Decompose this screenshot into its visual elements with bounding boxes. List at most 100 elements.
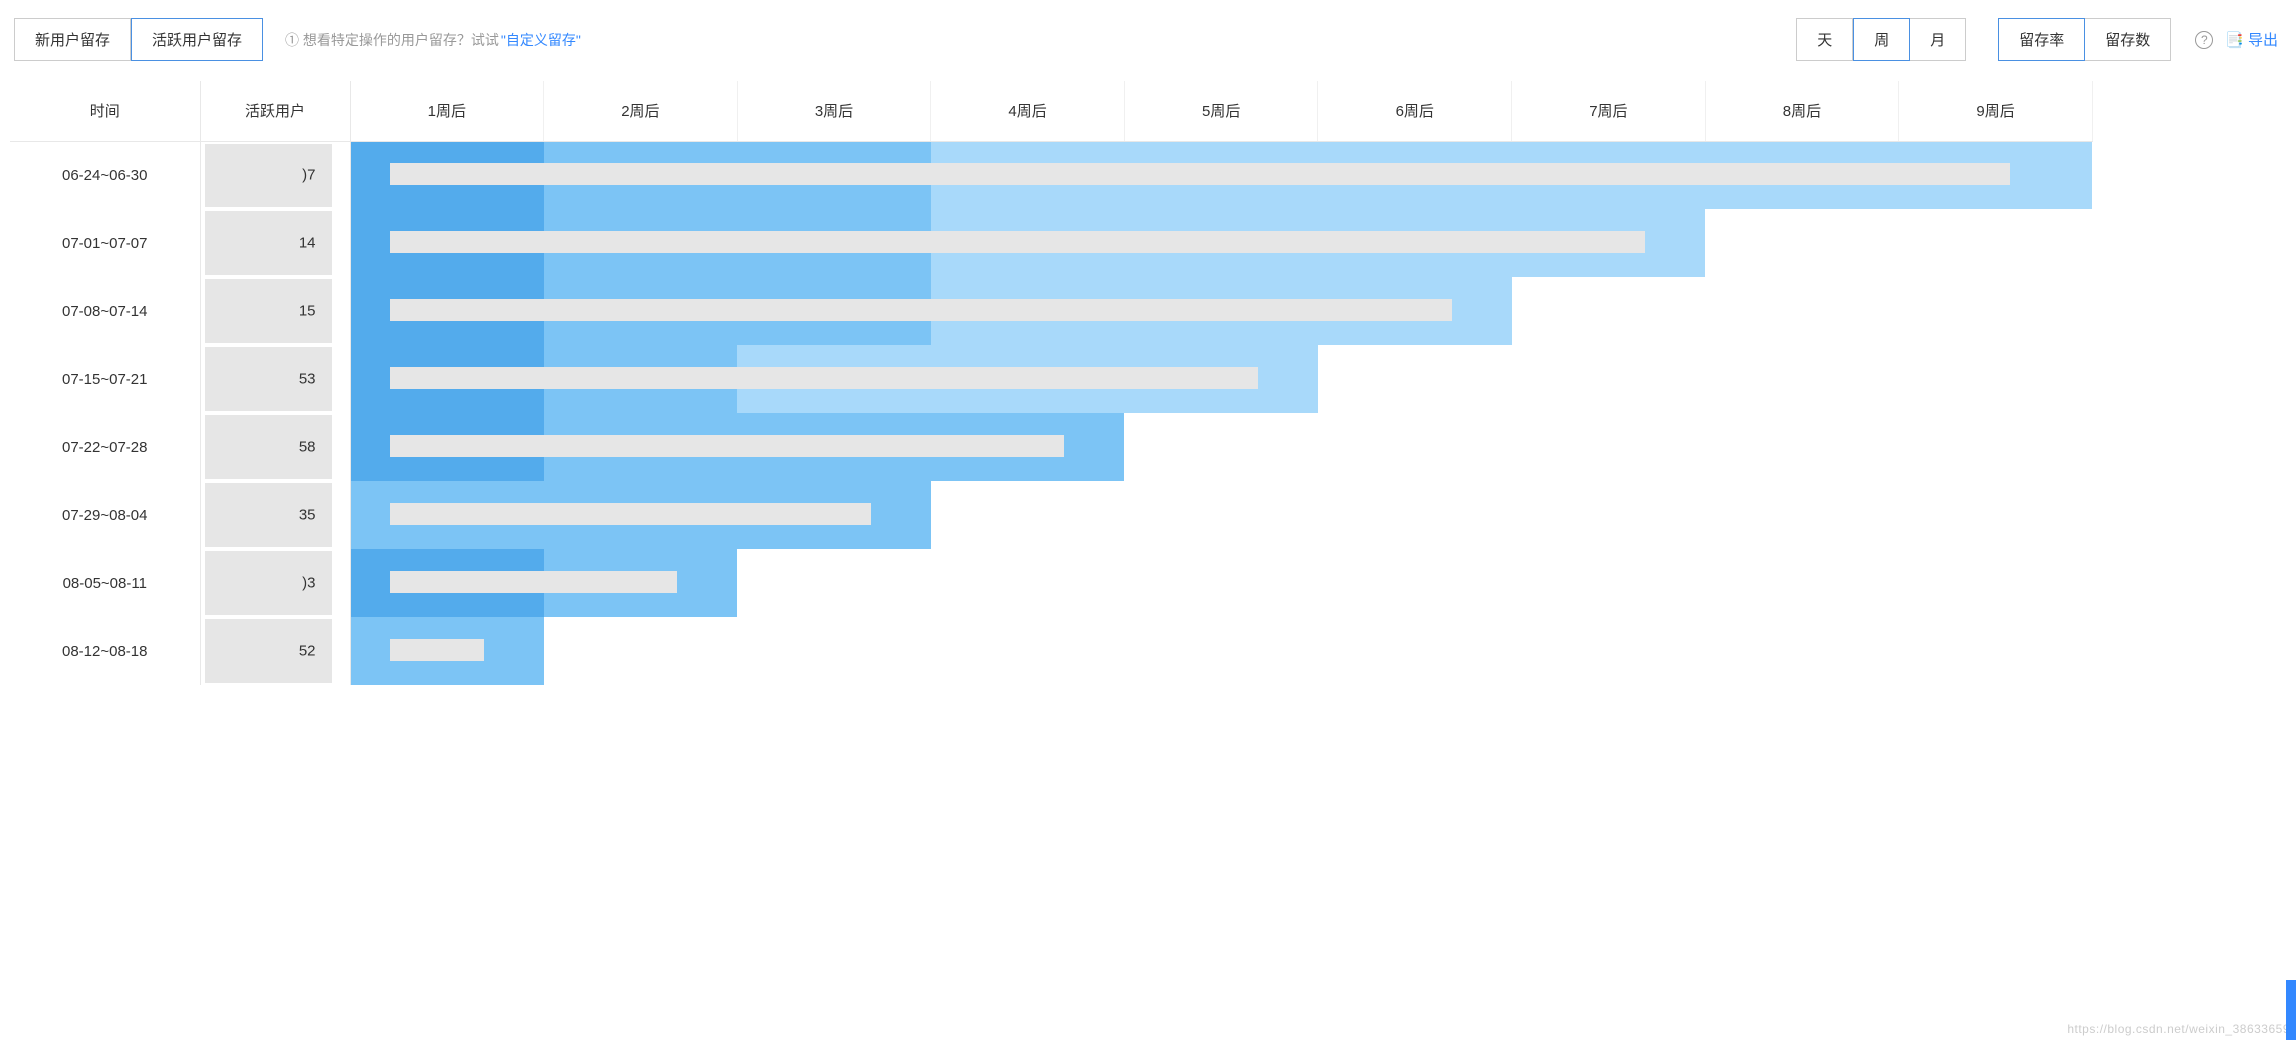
retention-cell <box>1899 209 2093 277</box>
time-cell: 07-15~07-21 <box>10 345 200 413</box>
active-users-cell: 52 <box>200 617 350 685</box>
retention-cell <box>1705 617 1899 685</box>
retention-type-tabs: 新用户留存活跃用户留存 <box>14 18 263 61</box>
retention-cell <box>1124 549 1318 617</box>
retention-cell <box>1899 413 2093 481</box>
table-row: 07-22~07-285865.05%59.07%55.78%51.11% <box>10 413 2286 481</box>
col-header-2: 1周后 <box>350 81 544 141</box>
col-header-3: 2周后 <box>544 81 738 141</box>
active-users-cell: )3 <box>200 549 350 617</box>
col-header-8: 7周后 <box>1512 81 1706 141</box>
time-cell: 08-05~08-11 <box>10 549 200 617</box>
time-cell: 07-08~07-14 <box>10 277 200 345</box>
table-row: 08-05~08-11)362.97%57.61% <box>10 549 2286 617</box>
table-row: 07-08~07-141561.07%54.00%50.17%47.65%44.… <box>10 277 2286 345</box>
retention-cell <box>1512 481 1706 549</box>
active-users-cell: 14 <box>200 209 350 277</box>
retention-cell <box>1705 481 1899 549</box>
help-icon[interactable]: ? <box>2195 31 2213 49</box>
export-label: 导出 <box>2248 29 2278 50</box>
export-button[interactable]: 📑 导出 <box>2221 29 2282 50</box>
users-value-partial: 15 <box>299 303 316 320</box>
granularity-tab-1[interactable]: 周 <box>1853 18 1910 61</box>
redacted-bar <box>390 163 2010 185</box>
retention-cell <box>1318 617 1512 685</box>
retention-cell <box>931 549 1125 617</box>
col-header-5: 4周后 <box>931 81 1125 141</box>
retention-cell <box>737 617 931 685</box>
table-row: 08-12~08-185259.24% <box>10 617 2286 685</box>
metric-tabs: 留存率留存数 <box>1998 18 2171 61</box>
retention-cell <box>1318 481 1512 549</box>
redacted-bar <box>390 231 1645 253</box>
table-row: 07-15~07-215360.28%52.70%49.74%45.87%46.… <box>10 345 2286 413</box>
redacted-bar <box>390 503 871 525</box>
retention-cell <box>1705 413 1899 481</box>
table-row: 07-01~07-071463.44%54.97%50.54%47.31%44.… <box>10 209 2286 277</box>
time-cell: 07-22~07-28 <box>10 413 200 481</box>
retention-cell <box>1124 481 1318 549</box>
time-cell: 06-24~06-30 <box>10 141 200 209</box>
retention-cell <box>1318 345 1512 413</box>
retention-cell <box>1899 481 2093 549</box>
retention-cell <box>1318 413 1512 481</box>
retention-cell <box>1705 277 1899 345</box>
active-users-cell: )7 <box>200 141 350 209</box>
redacted-bar <box>390 639 484 661</box>
retention-cell <box>737 549 931 617</box>
retention-cell <box>1899 617 2093 685</box>
retention-cell <box>1124 617 1318 685</box>
granularity-tab-0[interactable]: 天 <box>1796 18 1853 61</box>
metric-tab-0[interactable]: 留存率 <box>1998 18 2085 61</box>
retention-cell <box>1512 413 1706 481</box>
custom-retention-link[interactable]: "自定义留存" <box>501 30 581 50</box>
retention-cell <box>1899 277 2093 345</box>
retention-table: 时间活跃用户1周后2周后3周后4周后5周后6周后7周后8周后9周后 06-24~… <box>10 81 2286 685</box>
col-header-0: 时间 <box>10 81 200 141</box>
active-users-cell: 35 <box>200 481 350 549</box>
users-value-partial: )3 <box>302 575 315 592</box>
retention-table-wrap: 时间活跃用户1周后2周后3周后4周后5周后6周后7周后8周后9周后 06-24~… <box>10 81 2286 685</box>
redacted-bar <box>390 435 1064 457</box>
col-header-10: 9周后 <box>1899 81 2093 141</box>
granularity-tab-2[interactable]: 月 <box>1910 18 1966 61</box>
toolbar: 新用户留存活跃用户留存 ① 想看特定操作的用户留存？试试 "自定义留存" 天周月… <box>10 10 2286 81</box>
table-row: 06-24~06-30)764.56%57.68%53.08%47.2%46.2… <box>10 141 2286 209</box>
users-value-partial: 58 <box>299 439 316 456</box>
retention-cell <box>1899 549 2093 617</box>
scroll-indicator[interactable] <box>2286 980 2296 1040</box>
users-value-partial: )7 <box>302 167 315 184</box>
retention-cell <box>1512 617 1706 685</box>
users-value-partial: 52 <box>299 643 316 660</box>
metric-tab-1[interactable]: 留存数 <box>2085 18 2171 61</box>
retention-cell <box>1512 345 1706 413</box>
hint-text: ① 想看特定操作的用户留存？试试 <box>285 30 499 50</box>
col-header-4: 3周后 <box>737 81 931 141</box>
col-header-1: 活跃用户 <box>200 81 350 141</box>
export-icon: 📑 <box>2225 31 2244 49</box>
retention-cell <box>1512 549 1706 617</box>
retention-cell <box>1318 549 1512 617</box>
redacted-bar <box>390 367 1258 389</box>
active-users-cell: 53 <box>200 345 350 413</box>
retention-cell <box>544 617 738 685</box>
granularity-tabs: 天周月 <box>1796 18 1966 61</box>
col-header-6: 5周后 <box>1124 81 1318 141</box>
retention-cell <box>1705 209 1899 277</box>
retention-type-tab-0[interactable]: 新用户留存 <box>14 18 131 61</box>
time-cell: 07-01~07-07 <box>10 209 200 277</box>
active-users-cell: 15 <box>200 277 350 345</box>
retention-type-tab-1[interactable]: 活跃用户留存 <box>131 18 263 61</box>
col-header-7: 6周后 <box>1318 81 1512 141</box>
retention-cell <box>931 481 1125 549</box>
redacted-bar <box>390 299 1452 321</box>
table-row: 07-29~08-043559.72%54.69%51.81% <box>10 481 2286 549</box>
table-header-row: 时间活跃用户1周后2周后3周后4周后5周后6周后7周后8周后9周后 <box>10 81 2286 141</box>
retention-cell <box>1512 277 1706 345</box>
retention-cell <box>1124 413 1318 481</box>
users-value-partial: 35 <box>299 507 316 524</box>
active-users-cell: 58 <box>200 413 350 481</box>
users-value-partial: 14 <box>299 235 316 252</box>
time-cell: 07-29~08-04 <box>10 481 200 549</box>
table-body: 06-24~06-30)764.56%57.68%53.08%47.2%46.2… <box>10 141 2286 685</box>
